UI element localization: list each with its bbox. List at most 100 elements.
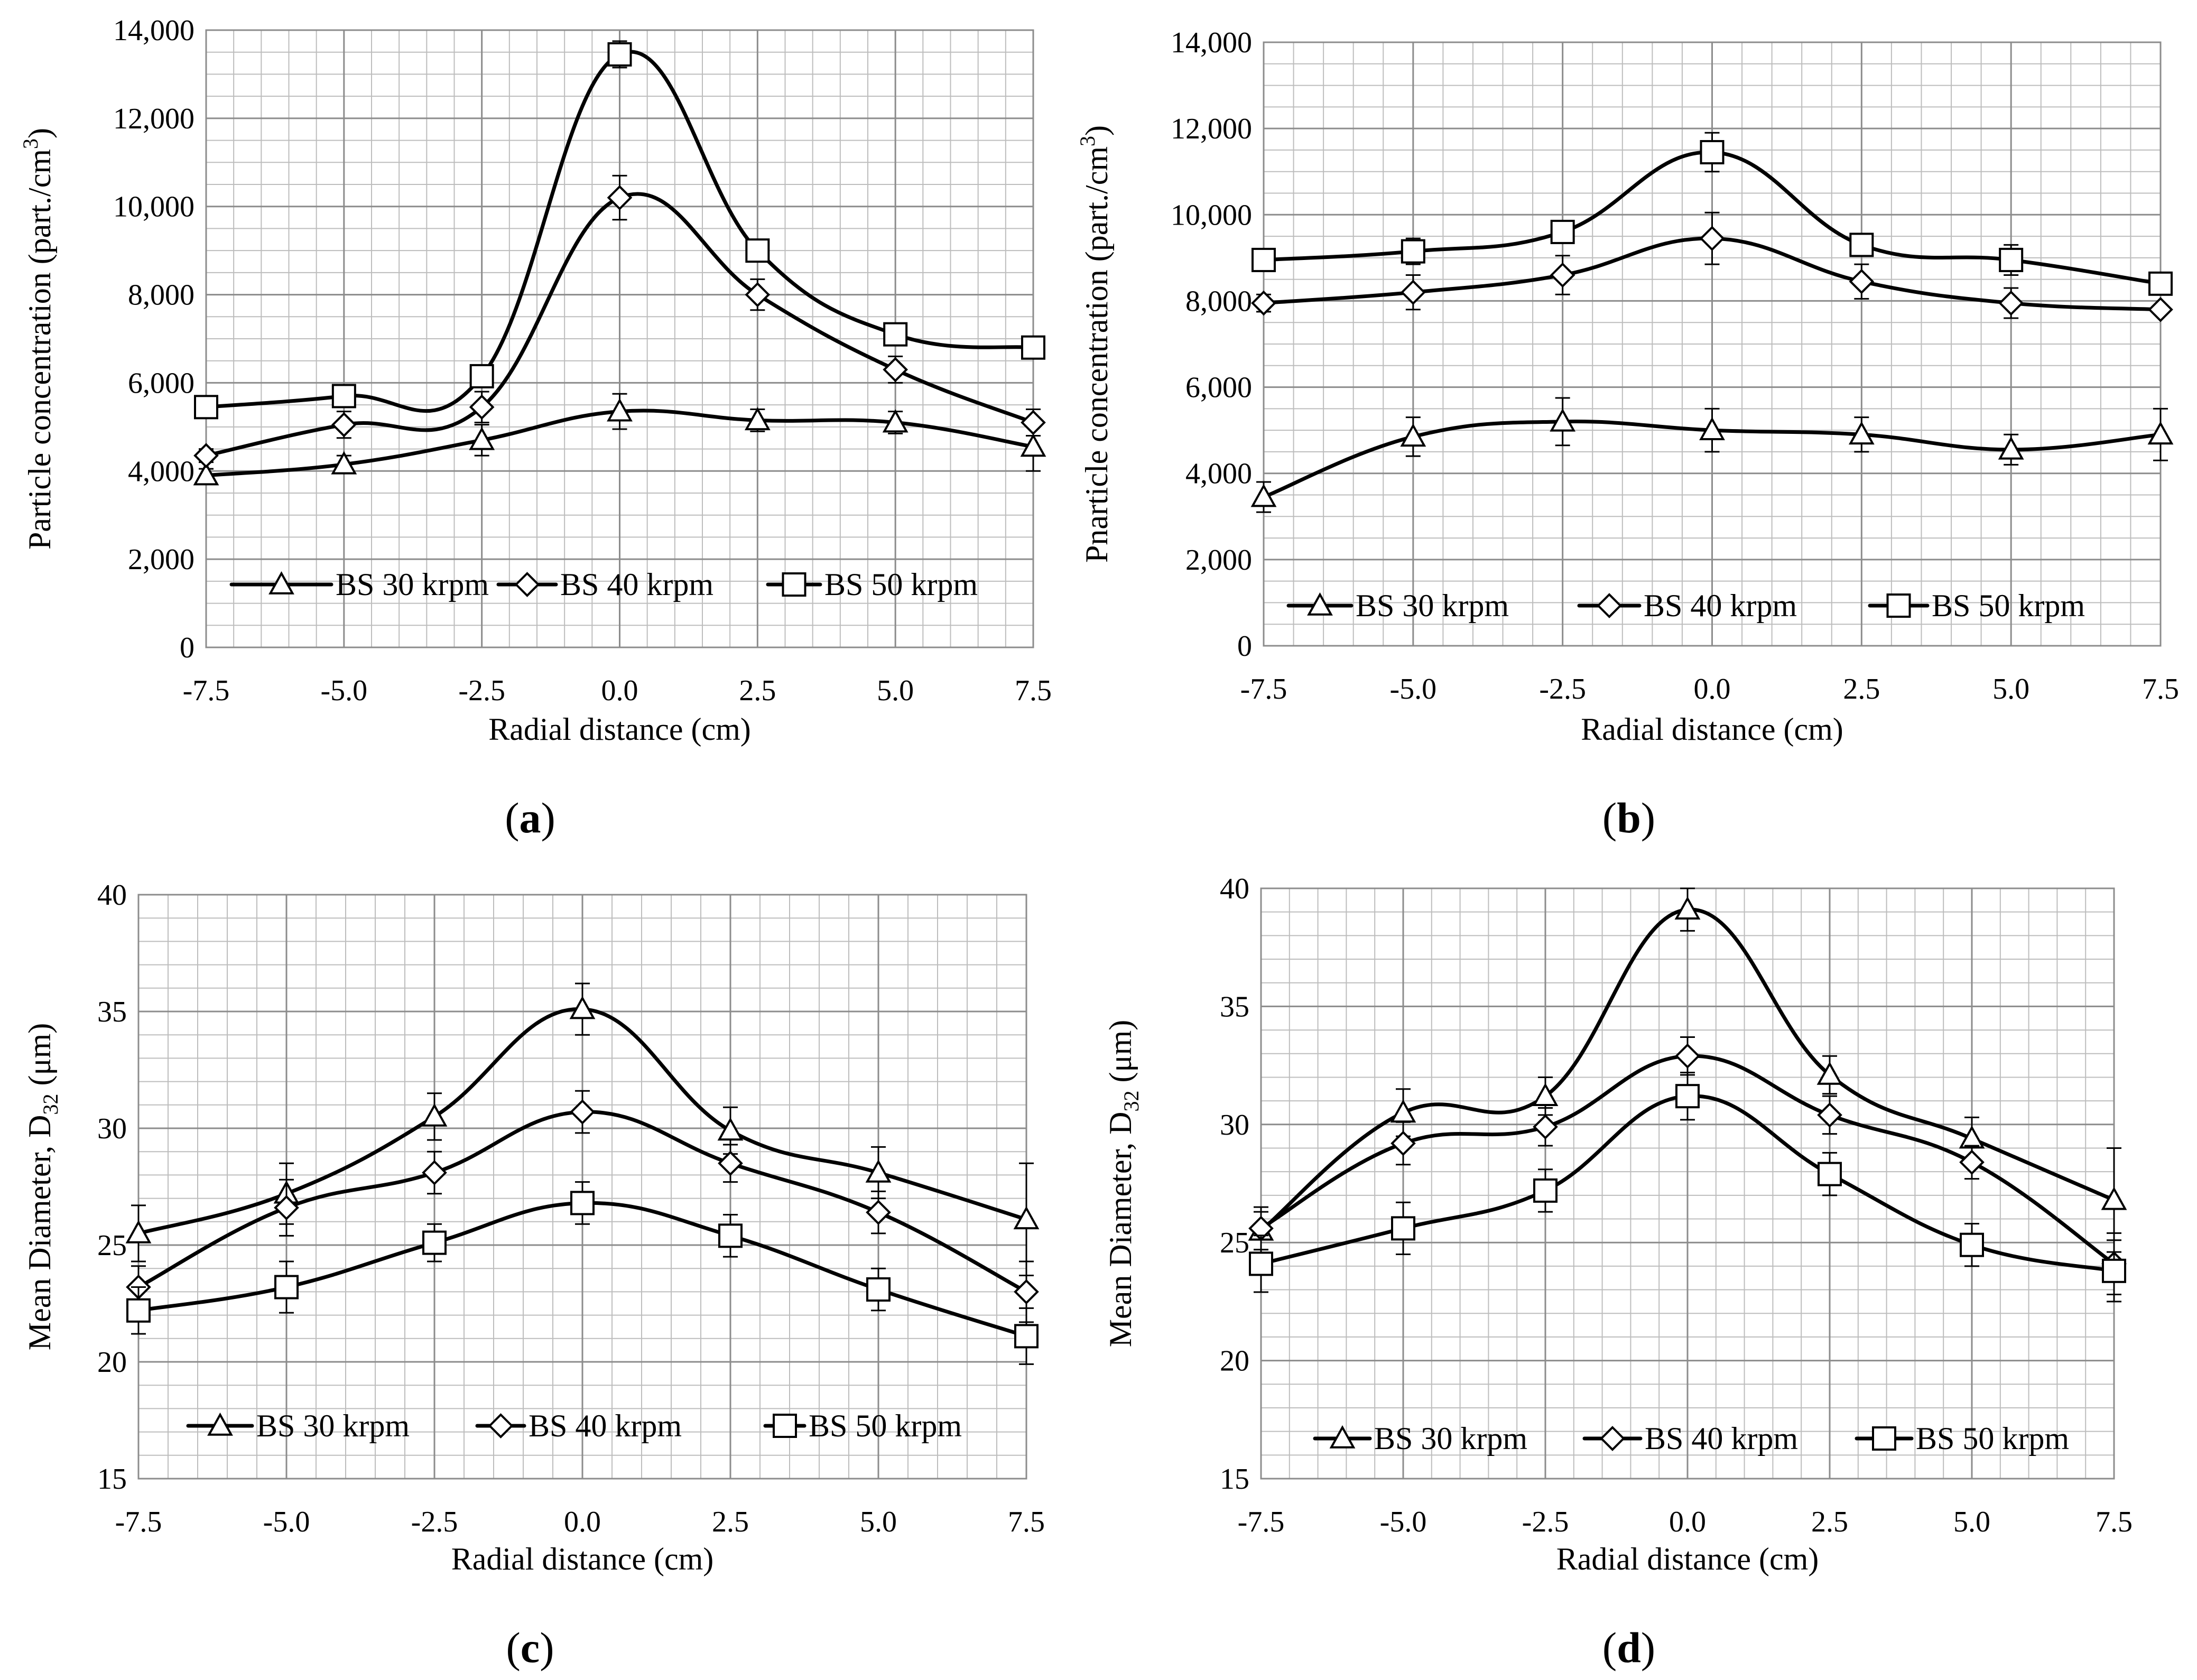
- x-tick-label: -2.5: [458, 674, 505, 707]
- data-point: [865, 1159, 892, 1183]
- legend: BS 30 krpm BS 40 krpm BS 50 krpm: [186, 1408, 962, 1443]
- data-point: [469, 426, 495, 450]
- legend-marker: [488, 1413, 514, 1438]
- data-point: [1960, 1232, 1984, 1257]
- data-point: [718, 1223, 743, 1248]
- data-point: [1252, 247, 1276, 272]
- x-tick-label: -7.5: [1238, 1506, 1285, 1538]
- y-axis-title-close: (μm): [22, 1023, 57, 1094]
- data-point: [469, 364, 494, 388]
- y-axis-title-main: Mean Diameter, D: [22, 1115, 57, 1351]
- y-axis-title-main: Particle concentration (part./cm: [22, 149, 57, 550]
- data-point: [883, 322, 908, 347]
- data-point: [1817, 1102, 1842, 1128]
- x-tick-label: 7.5: [1015, 674, 1052, 707]
- legend-marker: [207, 1412, 233, 1436]
- data-point: [1550, 262, 1575, 288]
- y-axis-title-subscript: 32: [39, 1094, 62, 1115]
- legend-marker: [782, 572, 807, 597]
- data-point: [2148, 296, 2173, 322]
- x-tick-label: -2.5: [1539, 673, 1586, 706]
- chart-a: 0 2,000 4,000 6,000 8,000 10,000 12,000 14,000 -…: [18, 14, 1052, 842]
- data-point: [883, 357, 908, 383]
- y-tick-label: 4,000: [1185, 458, 1252, 490]
- legend-label: BS 30 krpm: [336, 567, 489, 602]
- data-point: [607, 185, 633, 210]
- y-tick-label: 25: [1220, 1227, 1249, 1259]
- y-tick-label: 6,000: [128, 367, 194, 400]
- data-point: [717, 1117, 744, 1141]
- data-point: [1014, 1324, 1039, 1349]
- legend-label: BS 40 krpm: [560, 567, 713, 602]
- data-point: [2147, 421, 2174, 445]
- y-tick-label: 20: [1220, 1345, 1249, 1378]
- data-point: [2102, 1258, 2126, 1283]
- y-axis-title-superscript: 3: [18, 138, 42, 149]
- data-point: [193, 443, 219, 468]
- y-tick-label: 25: [97, 1229, 127, 1262]
- x-tick-label: -5.0: [1390, 673, 1437, 706]
- x-axis-title: Radial distance (cm): [488, 712, 750, 747]
- series-bs-50-krpm: [1252, 132, 2173, 296]
- panel-label-letter: b: [1617, 794, 1641, 842]
- data-point: [718, 1150, 743, 1176]
- series-bs-50-krpm: [126, 1181, 1039, 1365]
- y-tick-label: 15: [1220, 1463, 1249, 1496]
- data-point: [194, 395, 218, 420]
- data-point: [1401, 280, 1426, 305]
- data-point: [1250, 484, 1277, 507]
- panel-label: (c): [506, 1623, 554, 1672]
- y-tick-label: 35: [1220, 990, 1249, 1023]
- legend-marker: [1600, 1426, 1625, 1451]
- legend: BS 30 krpm BS 40 krpm BS 50 krpm: [229, 567, 978, 602]
- legend-label: BS 50 krpm: [1916, 1421, 2069, 1456]
- data-point: [1021, 335, 1045, 360]
- y-tick-label: 15: [97, 1463, 127, 1496]
- y-tick-label: 40: [1220, 873, 1249, 905]
- y-tick-label: 10,000: [113, 191, 194, 224]
- data-point: [1390, 1130, 1416, 1156]
- data-point: [1014, 1279, 1039, 1305]
- x-tick-label: -2.5: [411, 1506, 458, 1538]
- y-axis-title-close: (μm): [1103, 1020, 1138, 1091]
- chart-d: 15 20 25 30 35 40 -7.5 -5.0 -2.5 0.0 2.5 5.0 7.5 Radi…: [1103, 873, 2133, 1672]
- data-point: [1021, 410, 1046, 435]
- data-point: [1998, 290, 2024, 316]
- legend-label: BS 30 krpm: [256, 1408, 410, 1443]
- y-tick-label: 14,000: [113, 14, 194, 47]
- legend: BS 30 krpm BS 40 krpm BS 50 krpm: [1313, 1421, 2069, 1456]
- data-point: [1013, 1206, 1040, 1230]
- legend-label: BS 30 krpm: [1374, 1421, 1527, 1456]
- data-point: [607, 42, 632, 67]
- x-tick-label: 0.0: [564, 1506, 601, 1538]
- x-axis-title: Radial distance (cm): [451, 1542, 713, 1576]
- y-tick-label: 10,000: [1171, 199, 1252, 231]
- legend-label: BS 40 krpm: [1645, 1421, 1798, 1456]
- data-point: [744, 407, 771, 431]
- data-point: [1390, 1099, 1416, 1123]
- data-point: [745, 238, 770, 263]
- y-axis-title: Mean Diameter, D32 (μm): [1103, 1020, 1143, 1348]
- legend-marker: [773, 1414, 797, 1438]
- data-point: [1849, 233, 1874, 257]
- data-point: [274, 1275, 299, 1300]
- y-tick-label: 12,000: [1171, 113, 1252, 145]
- y-tick-label: 14,000: [1171, 26, 1252, 59]
- y-axis-title-subscript: 32: [1119, 1091, 1143, 1112]
- legend-marker: [1597, 593, 1622, 618]
- legend-marker: [1886, 593, 1911, 618]
- chart-b: 0 2,000 4,000 6,000 8,000 10,000 12,000 14,000 -…: [1076, 26, 2179, 842]
- x-tick-label: 2.5: [1811, 1506, 1848, 1538]
- x-axis-title: Radial distance (cm): [1556, 1542, 1819, 1576]
- panel-label-letter: a: [520, 794, 541, 842]
- legend-marker: [1307, 592, 1333, 616]
- y-tick-label: 30: [97, 1112, 127, 1145]
- data-point: [570, 1099, 595, 1125]
- data-point: [193, 462, 219, 486]
- chart-c: 15 20 25 30 35 40 -7.5 -5.0 -2.5 0.0 2.5 5.0 7.5 Radi…: [22, 879, 1045, 1672]
- series-bs-30-krpm: [1250, 397, 2174, 513]
- panel-label: (b): [1602, 794, 1655, 842]
- legend-marker: [514, 572, 540, 597]
- y-tick-label: 4,000: [128, 455, 194, 488]
- x-tick-label: -5.0: [1380, 1506, 1427, 1538]
